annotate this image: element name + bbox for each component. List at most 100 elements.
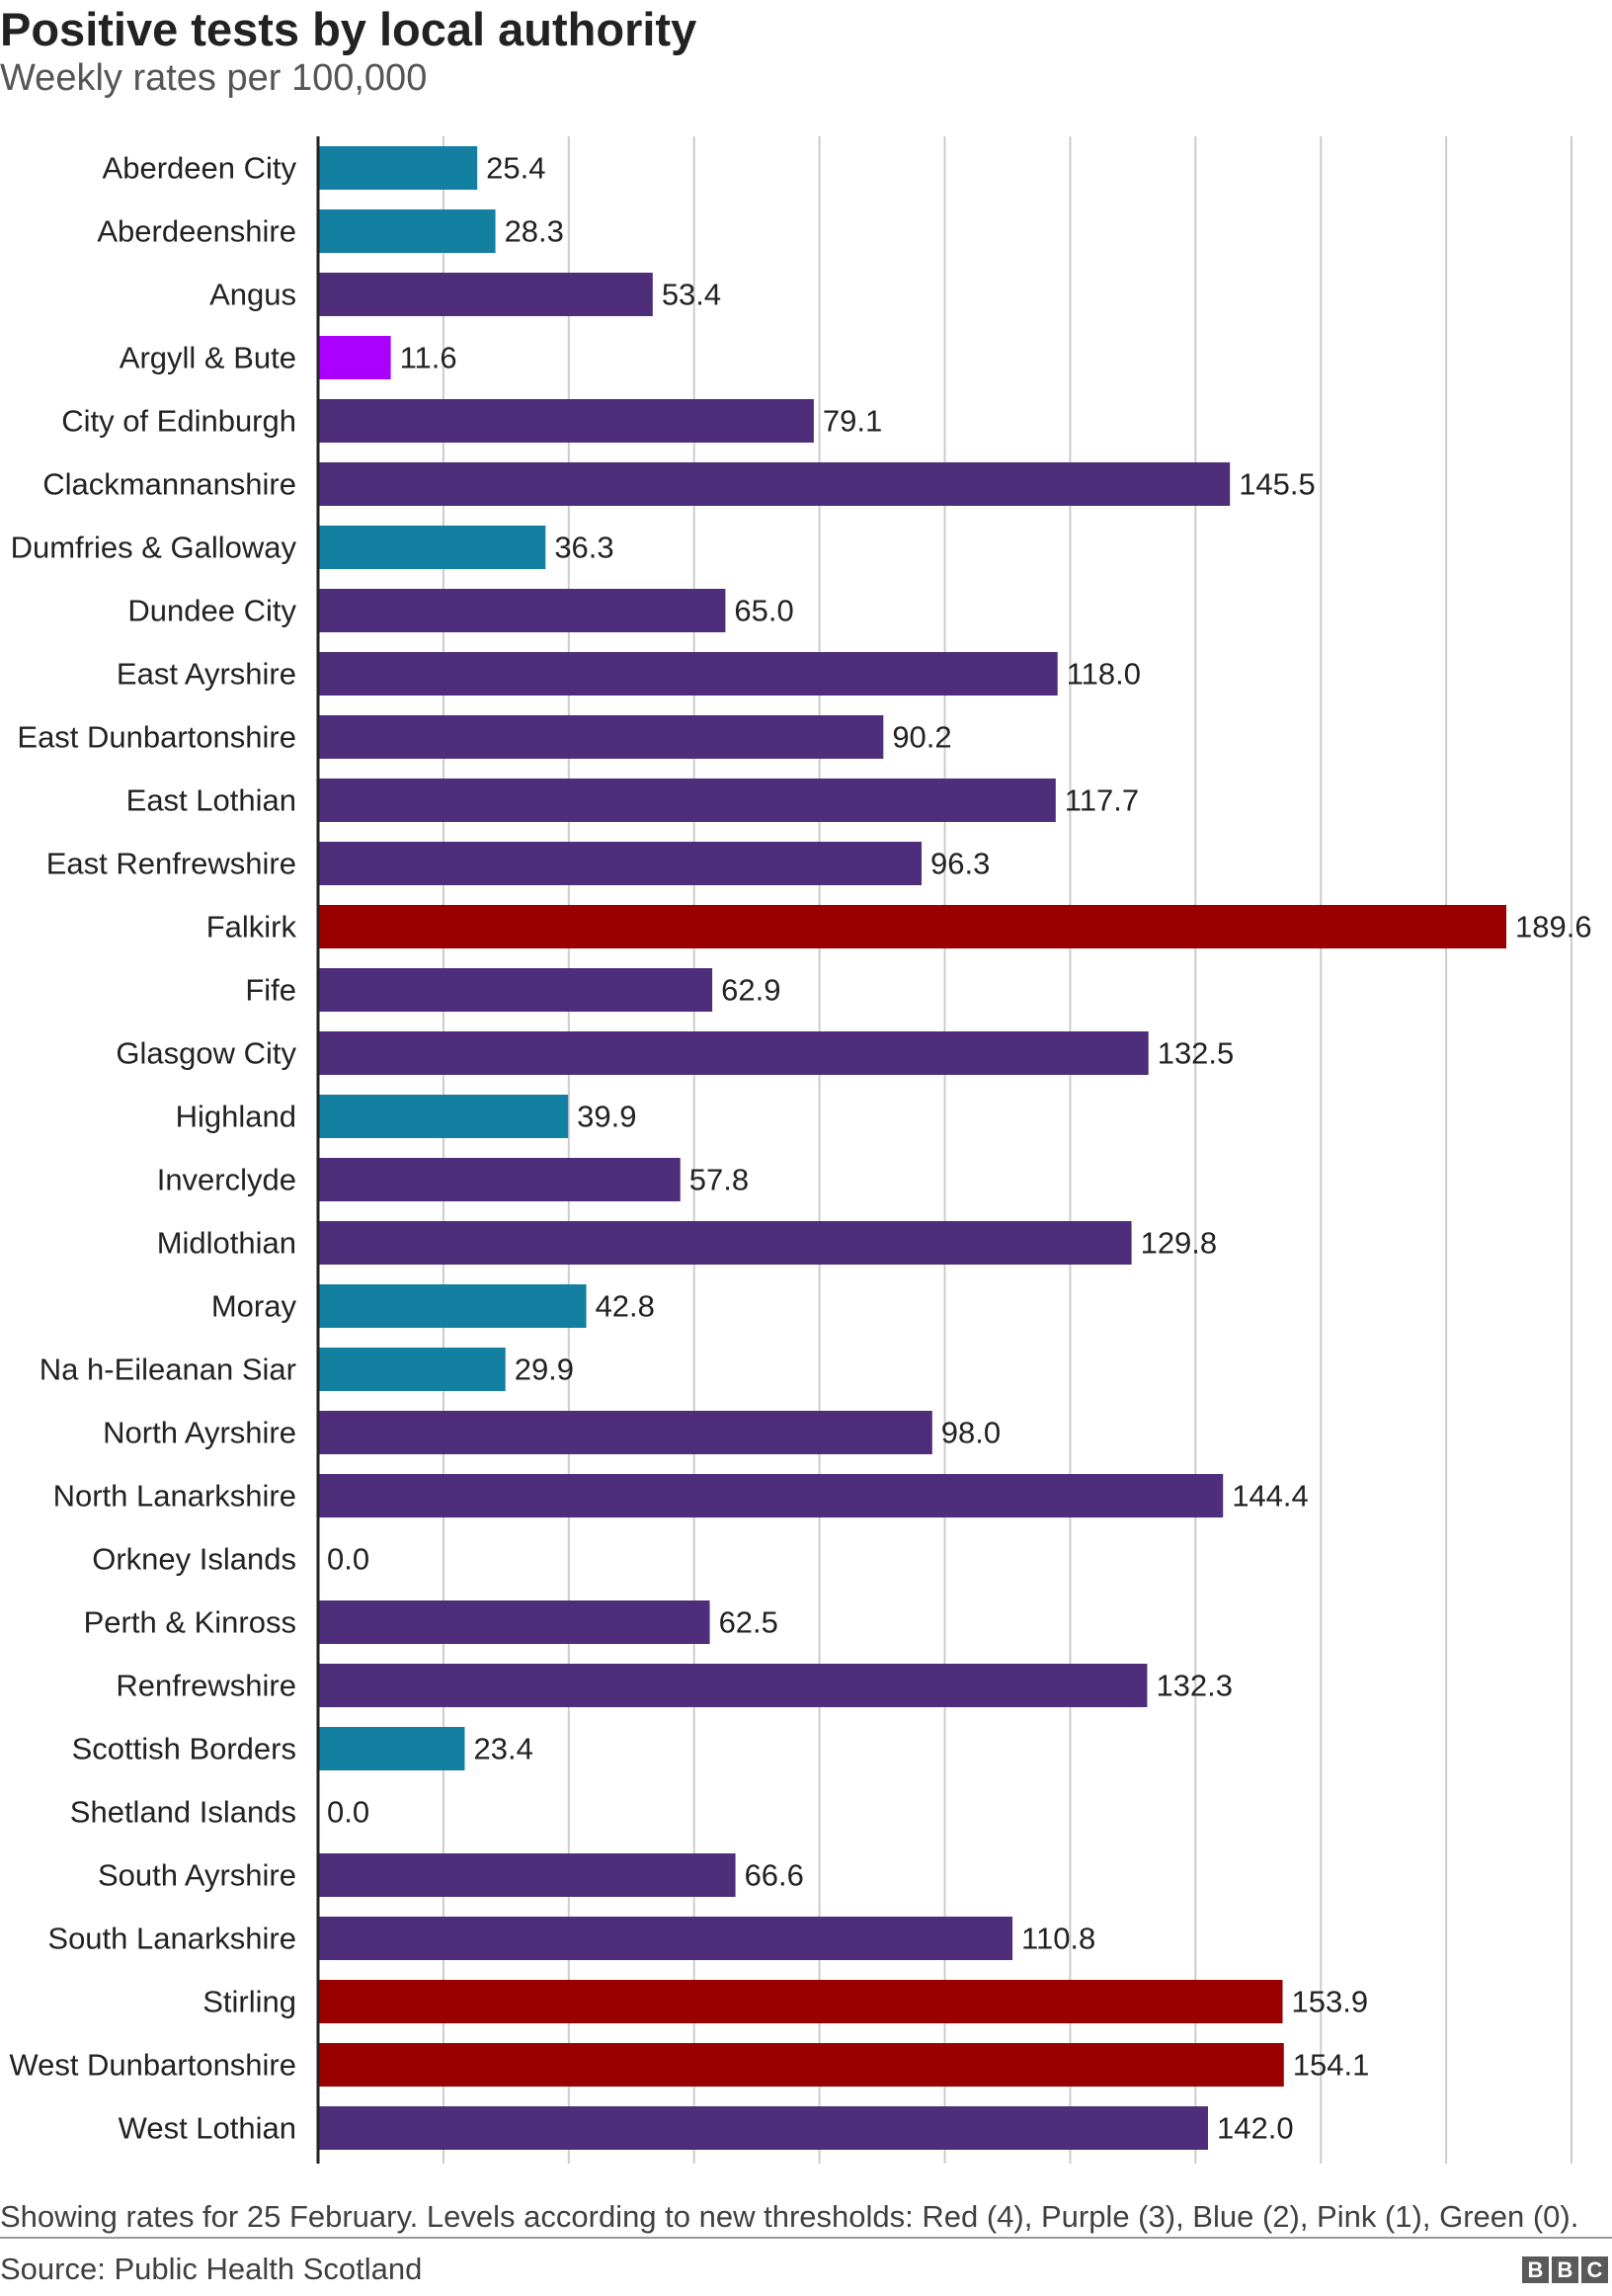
- value-label: 132.3: [1156, 1669, 1233, 1703]
- category-label: East Dunbartonshire: [17, 720, 296, 755]
- value-label: 79.1: [823, 404, 882, 439]
- value-label: 154.1: [1293, 2048, 1370, 2083]
- value-label: 62.5: [719, 1605, 778, 1640]
- logo-letter: B: [1522, 2256, 1549, 2283]
- value-label: 118.0: [1067, 657, 1141, 692]
- bar: [318, 779, 1056, 822]
- bar: [318, 1853, 736, 1897]
- value-label: 42.8: [596, 1289, 655, 1324]
- value-label: 144.4: [1232, 1479, 1309, 1514]
- category-label: Aberdeen City: [103, 151, 297, 186]
- bar: [318, 1411, 932, 1454]
- value-label: 25.4: [486, 151, 545, 186]
- bar: [318, 2106, 1208, 2150]
- bar: [318, 1348, 506, 1391]
- category-label: Dundee City: [127, 594, 296, 628]
- value-label: 117.7: [1065, 783, 1139, 818]
- logo-letter: C: [1581, 2256, 1608, 2283]
- category-label: South Ayrshire: [98, 1858, 296, 1893]
- value-label: 145.5: [1239, 467, 1316, 502]
- source-credit: Source: Public Health Scotland: [0, 2252, 423, 2286]
- value-label: 28.3: [505, 214, 564, 249]
- category-label: Midlothian: [157, 1226, 296, 1261]
- category-label: Glasgow City: [116, 1036, 296, 1071]
- value-label: 0.0: [327, 1795, 369, 1830]
- value-label: 90.2: [892, 720, 951, 755]
- value-label: 23.4: [473, 1732, 532, 1766]
- value-label: 57.8: [689, 1163, 749, 1197]
- category-label: Angus: [209, 278, 296, 312]
- bar: [318, 1980, 1283, 2023]
- value-label: 62.9: [721, 973, 780, 1008]
- bar: [318, 968, 713, 1012]
- value-label: 66.6: [745, 1858, 804, 1893]
- bar: [318, 1600, 710, 1644]
- category-label: Scottish Borders: [72, 1732, 296, 1766]
- category-label: Aberdeenshire: [97, 214, 296, 249]
- bar: [318, 209, 496, 253]
- bar: [318, 652, 1058, 696]
- value-label: 129.8: [1141, 1226, 1218, 1261]
- chart-footnote: Showing rates for 25 February. Levels ac…: [0, 2199, 1579, 2234]
- bar-chart: Aberdeen City 25.4 Aberdeenshire 28.3 Angus 5…: [9, 136, 1592, 2164]
- category-label: Shetland Islands: [70, 1795, 296, 1830]
- value-label: 98.0: [941, 1416, 1001, 1450]
- value-label: 53.4: [662, 278, 721, 312]
- category-label: North Ayrshire: [103, 1416, 296, 1450]
- category-label: Inverclyde: [157, 1163, 296, 1197]
- value-label: 36.3: [554, 531, 613, 565]
- bar: [318, 589, 726, 632]
- bar: [318, 1727, 465, 1770]
- value-label: 142.0: [1217, 2111, 1294, 2146]
- bar: [318, 1474, 1224, 1517]
- category-label: North Lanarkshire: [53, 1479, 296, 1514]
- bar: [318, 1664, 1148, 1707]
- category-label: Argyll & Bute: [120, 341, 296, 375]
- bar: [318, 905, 1507, 948]
- bar: [318, 1284, 587, 1328]
- bar: [318, 526, 546, 569]
- category-label: City of Edinburgh: [61, 404, 296, 439]
- category-label: Renfrewshire: [116, 1669, 296, 1703]
- category-label: South Lanarkshire: [47, 1922, 296, 1956]
- bar: [318, 273, 653, 316]
- footer-divider: [0, 2237, 1612, 2239]
- value-label: 0.0: [327, 1542, 369, 1577]
- category-label: Orkney Islands: [92, 1542, 296, 1577]
- value-label: 11.6: [400, 341, 457, 375]
- value-label: 39.9: [577, 1100, 636, 1134]
- value-label: 132.5: [1158, 1036, 1235, 1071]
- bar: [318, 1095, 569, 1138]
- bar: [318, 399, 814, 443]
- value-label: 65.0: [734, 594, 793, 628]
- category-label: East Renfrewshire: [46, 847, 296, 881]
- value-label: 189.6: [1515, 910, 1592, 944]
- bar: [318, 715, 884, 759]
- logo-letter: B: [1552, 2256, 1578, 2283]
- category-label: Stirling: [202, 1985, 296, 2019]
- chart-title: Positive tests by local authority: [0, 3, 697, 55]
- category-label: Falkirk: [206, 910, 297, 944]
- category-label: Dumfries & Galloway: [11, 531, 297, 565]
- category-label: Clackmannanshire: [42, 467, 296, 502]
- bar: [318, 2043, 1284, 2087]
- bar: [318, 842, 923, 885]
- category-label: East Ayrshire: [117, 657, 296, 692]
- category-label: East Lothian: [126, 783, 296, 818]
- value-label: 29.9: [515, 1353, 574, 1387]
- value-label: 110.8: [1021, 1922, 1095, 1956]
- bar: [318, 462, 1231, 506]
- value-label: 96.3: [930, 847, 990, 881]
- category-label: Fife: [245, 973, 296, 1008]
- chart-subtitle: Weekly rates per 100,000: [0, 57, 428, 99]
- bar: [318, 1917, 1013, 1960]
- category-label: West Dunbartonshire: [9, 2048, 296, 2083]
- bar: [318, 1221, 1132, 1265]
- category-label: Highland: [176, 1100, 296, 1134]
- category-label: Moray: [211, 1289, 297, 1324]
- bbc-logo: B B C: [1522, 2256, 1608, 2283]
- category-label: Perth & Kinross: [84, 1605, 296, 1640]
- bar: [318, 336, 391, 379]
- value-label: 153.9: [1291, 1985, 1368, 2019]
- bar: [318, 146, 478, 190]
